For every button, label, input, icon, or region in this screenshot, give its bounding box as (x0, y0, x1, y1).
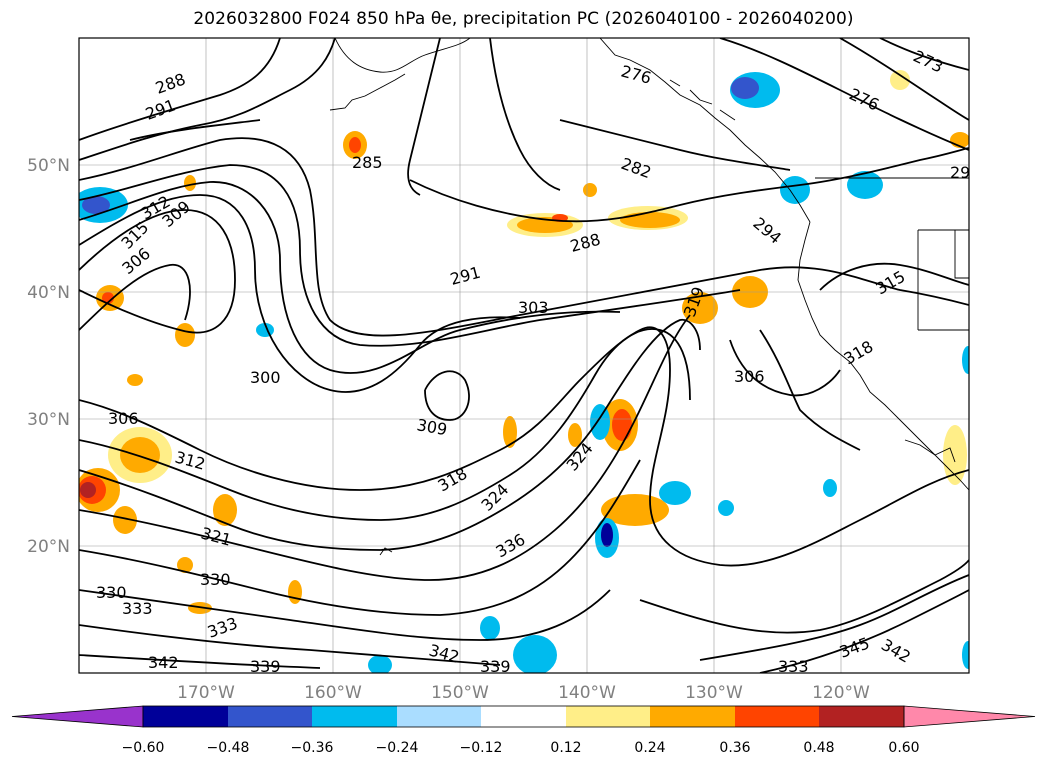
contour-label: 333 (778, 657, 809, 676)
contour-label: 306 (108, 409, 139, 428)
colorbar-segment (143, 706, 228, 727)
lon-label-170w: 170°W (177, 683, 235, 703)
colorbar-tick-label: −0.48 (207, 740, 250, 756)
colorbar-segment (397, 706, 481, 727)
colorbar-tick-label: 0.24 (634, 740, 665, 756)
contour-label: 330 (96, 583, 127, 602)
colorbar-tick-label: 0.36 (719, 740, 750, 756)
theta-e-contours (79, 38, 969, 673)
contour-label: 339 (480, 657, 511, 676)
contour-label: 285 (352, 153, 383, 172)
contour-label: 342 (148, 653, 179, 672)
colorbar-segment (312, 706, 397, 727)
longitude-labels: 170°W 160°W 150°W 140°W 130°W 120°W (177, 683, 870, 703)
lat-label-40n: 40°N (27, 283, 70, 303)
colorbar-segment (650, 706, 735, 727)
contour-label: 306 (734, 367, 765, 386)
contour-label: 339 (250, 657, 281, 676)
colorbar-segment (819, 706, 904, 727)
map-area (79, 38, 969, 673)
colorbar-extend-high (903, 705, 1036, 728)
contour-label: 303 (518, 298, 549, 317)
lat-label-20n: 20°N (27, 537, 70, 557)
colorbar-segment (735, 706, 819, 727)
colorbar-tick-label: −0.12 (460, 740, 503, 756)
colorbar-segment (228, 706, 312, 727)
colorbar-segment (566, 706, 650, 727)
lat-label-50n: 50°N (27, 156, 70, 176)
lon-label-130w: 130°W (685, 683, 743, 703)
lat-label-30n: 30°N (27, 410, 70, 430)
chart-title: 2026032800 F024 850 hPa θe, precipitatio… (193, 9, 854, 29)
colorbar-tick-label: −0.36 (291, 740, 334, 756)
contour-label: 330 (200, 570, 231, 589)
colorbar-tick-label: −0.60 (122, 740, 165, 756)
colorbar-extend-low (11, 705, 144, 728)
lon-label-160w: 160°W (304, 683, 362, 703)
lon-label-120w: 120°W (812, 683, 870, 703)
colorbar-tick-label: −0.24 (376, 740, 419, 756)
contour-label: 300 (250, 368, 281, 387)
colorbar-tick-label: 0.48 (803, 740, 834, 756)
coastlines (329, 38, 969, 556)
colorbar-tick-label: 0.60 (888, 740, 919, 756)
lon-label-150w: 150°W (431, 683, 489, 703)
lon-label-140w: 140°W (558, 683, 616, 703)
colorbar-segment (481, 706, 566, 727)
colorbar-tick-label: 0.12 (550, 740, 581, 756)
map-frame (78, 37, 970, 674)
colorbar-outline (142, 705, 905, 728)
latitude-labels: 50°N 40°N 30°N 20°N (27, 156, 70, 557)
contour-label: 333 (122, 599, 153, 618)
colorbar: −0.60 −0.48 −0.36 −0.24 −0.12 0.12 0.24 … (11, 705, 1036, 756)
contour-label: 29 (950, 163, 970, 182)
